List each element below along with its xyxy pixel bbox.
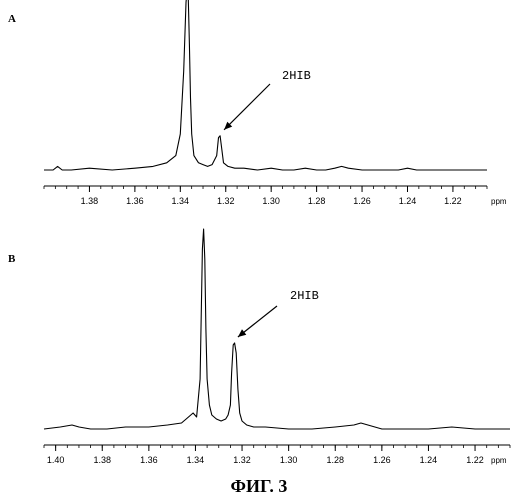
- spectrum-trace: [44, 0, 487, 171]
- x-tick-label: 1.30: [280, 455, 298, 465]
- x-tick-label: 1.22: [466, 455, 484, 465]
- x-tick-label: 1.32: [217, 196, 235, 206]
- figure-caption: ФИГ. 3: [230, 476, 288, 496]
- x-tick-label: 1.34: [187, 455, 205, 465]
- x-tick-label: 1.24: [420, 455, 438, 465]
- x-tick-label: 1.34: [172, 196, 190, 206]
- panel-b: B 1.40 1.38 1.36 1.34 1.32 1.30 1.28 1.26 1.24 1.2…: [8, 228, 511, 465]
- panel-a: A 1.38 1.36 1.34 1.32 1.30 1.28 1.26 1.24 1.22 ppm…: [8, 0, 507, 206]
- annotation-arrowhead: [224, 121, 233, 130]
- x-tick-label: 1.38: [81, 196, 99, 206]
- x-tick-label: 1.26: [353, 196, 371, 206]
- x-tick-label: 1.40: [47, 455, 65, 465]
- x-tick-label: 1.26: [373, 455, 391, 465]
- panel-label: A: [8, 13, 16, 25]
- x-tick-label: 1.36: [126, 196, 144, 206]
- x-axis-unit-label: ppm: [491, 197, 507, 206]
- x-tick-label: 1.24: [399, 196, 417, 206]
- x-tick-label: 1.38: [93, 455, 111, 465]
- x-tick-label: 1.28: [308, 196, 326, 206]
- spectrum-trace: [43, 228, 510, 430]
- annotation-label: 2HIB: [290, 289, 319, 303]
- x-tick-label: 1.28: [326, 455, 344, 465]
- annotation-label: 2HIB: [282, 69, 311, 83]
- annotation-arrowhead: [237, 329, 247, 337]
- x-tick-label: 1.36: [140, 455, 158, 465]
- x-tick-label: 1.30: [262, 196, 280, 206]
- panel-label: B: [8, 253, 16, 265]
- annotation-arrow: [237, 305, 278, 338]
- x-tick-label: 1.32: [233, 455, 251, 465]
- x-axis-unit-label: ppm: [491, 456, 507, 465]
- x-tick-label: 1.22: [444, 196, 462, 206]
- annotation-arrow: [223, 83, 271, 131]
